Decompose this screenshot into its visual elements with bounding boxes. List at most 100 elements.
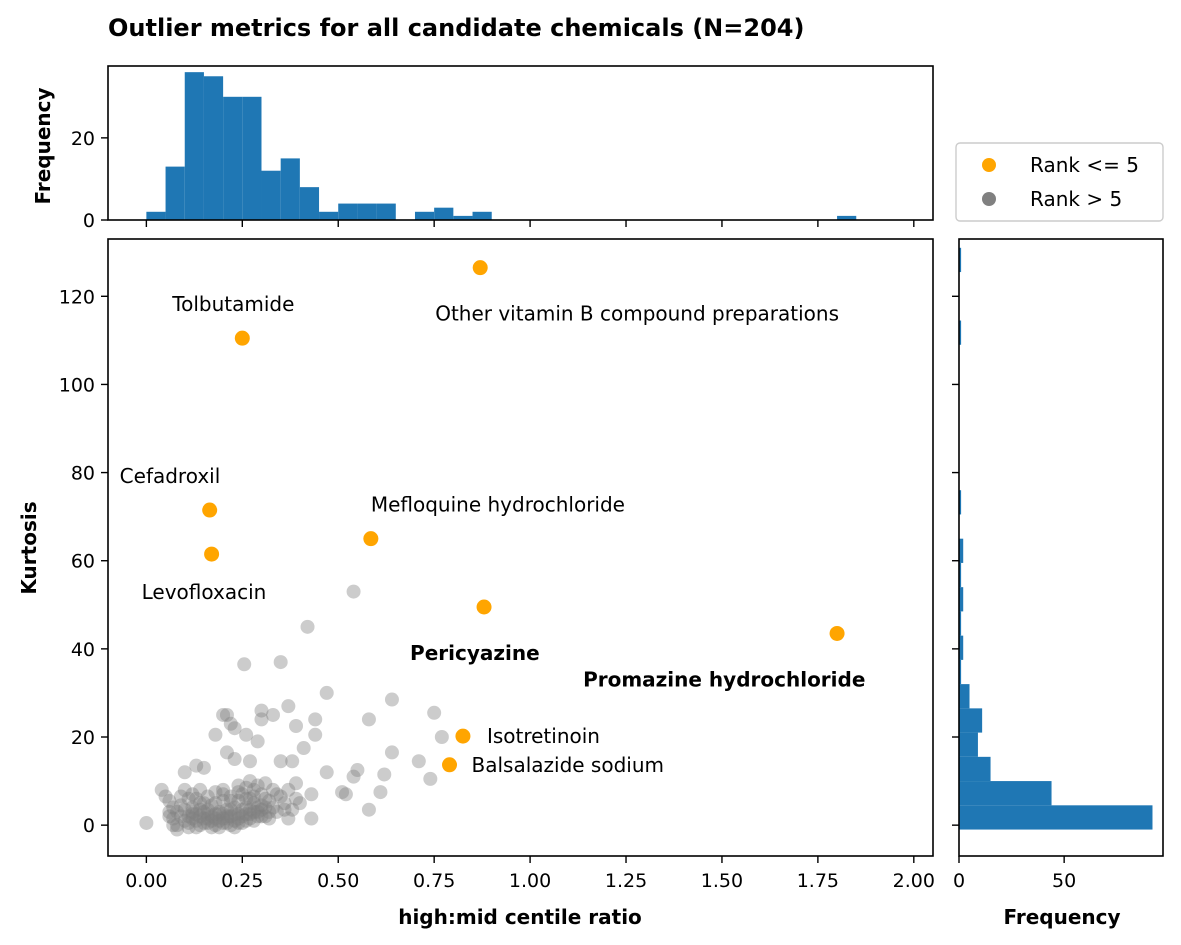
point-rank-rest (308, 712, 323, 727)
scatter-frame (107, 238, 934, 857)
point-rank-rest (216, 793, 231, 808)
top-histogram-bar (242, 96, 262, 220)
point-rank-rest (189, 813, 204, 828)
right-histogram-x-tick-label: 50 (1052, 870, 1076, 892)
right-histogram-bar (959, 805, 1153, 830)
top-histogram-bar (319, 211, 339, 220)
point-rank-rest (139, 815, 154, 830)
point-rank-rest (242, 774, 257, 789)
point-rank-rest (223, 793, 238, 808)
point-rank-rest (193, 796, 208, 811)
point-rank-rest (335, 785, 350, 800)
point-rank-rest (308, 727, 323, 742)
point-rank-rest (239, 813, 254, 828)
top-histogram-bar (203, 76, 224, 221)
x-tick-label: 1.50 (701, 870, 743, 892)
point-rank-rest (411, 754, 426, 769)
point-rank-rest (173, 809, 188, 824)
point-rank-rest (289, 791, 304, 806)
point-rank-rest (319, 765, 334, 780)
point-label: Pericyazine (410, 641, 540, 665)
point-rank-rest (258, 800, 273, 815)
point-rank-rest (216, 787, 231, 802)
point-rank-rest (246, 796, 261, 811)
y-axis-label: Kurtosis (17, 501, 41, 594)
point-rank-rest (250, 804, 265, 819)
point-rank-rest (235, 815, 250, 830)
point-rank-rest (231, 785, 246, 800)
point-label: Isotretinoin (487, 724, 600, 748)
point-rank-rest (242, 811, 257, 826)
point-rank-rest (242, 807, 257, 822)
right-histogram: 0 50 Frequency (952, 238, 1164, 929)
point-rank-rest (177, 802, 192, 817)
top-histogram-bar (184, 72, 204, 220)
point-rank-rest (181, 815, 196, 830)
point-rank-rest (212, 807, 227, 822)
point-rank-rest (196, 815, 211, 830)
point-rank-rest (281, 699, 296, 714)
point-rank-rest (423, 771, 438, 786)
point-rank-rest (158, 789, 173, 804)
point-rank-rest (246, 782, 261, 797)
point-rank-rest (181, 791, 196, 806)
point-rank-rest (250, 800, 265, 815)
point-rank-rest (193, 802, 208, 817)
point-rank-rest (231, 807, 246, 822)
point-rank-rest (166, 811, 181, 826)
point-rank-rest (246, 813, 261, 828)
point-rank-rest (258, 776, 273, 791)
point-rank-rest (250, 809, 265, 824)
point-rank-top (363, 531, 379, 547)
right-histogram-bar (959, 490, 962, 515)
point-rank-rest (208, 818, 223, 833)
point-rank-rest (319, 685, 334, 700)
point-rank-rest (250, 734, 265, 749)
right-histogram-bar (959, 247, 962, 273)
point-rank-top (202, 502, 218, 518)
scatter-annotations: Other vitamin B compound preparations Tol… (120, 292, 866, 777)
point-rank-rest (227, 807, 242, 822)
point-rank-rest (361, 802, 376, 817)
point-rank-rest (162, 793, 177, 808)
point-rank-rest (350, 763, 365, 778)
y-tick-label: 0 (83, 815, 95, 837)
point-rank-rest (246, 804, 261, 819)
point-rank-top (476, 599, 492, 615)
point-rank-rest (196, 811, 211, 826)
top-histogram-y-tick-label: 0 (83, 210, 95, 232)
point-rank-rest (235, 802, 250, 817)
point-rank-rest (173, 789, 188, 804)
point-rank-rest (219, 811, 234, 826)
point-rank-rest (231, 778, 246, 793)
point-rank-rest (193, 809, 208, 824)
right-histogram-bar (959, 659, 962, 685)
right-histogram-bar (959, 708, 983, 733)
point-rank-rest (377, 767, 392, 782)
point-rank-top (455, 728, 471, 744)
point-rank-rest (239, 727, 254, 742)
scatter-x-ticks: 0.00 0.25 0.50 0.75 1.00 1.25 1.50 1.75 2.00 (125, 856, 935, 892)
point-rank-rest (208, 727, 223, 742)
point-rank-rest (208, 796, 223, 811)
point-rank-rest (216, 782, 231, 797)
point-rank-rest (346, 769, 361, 784)
point-rank-rest (266, 800, 280, 815)
point-rank-rest (162, 809, 177, 824)
point-rank-rest (223, 789, 238, 804)
point-rank-rest (262, 793, 277, 808)
point-rank-rest (254, 712, 269, 727)
point-rank-rest (219, 707, 234, 722)
point-rank-rest (219, 745, 234, 760)
point-rank-rest (262, 811, 277, 826)
point-rank-rest (200, 807, 215, 822)
right-histogram-bar (959, 562, 962, 588)
point-rank-rest (200, 802, 215, 817)
top-histogram-frame (107, 65, 934, 221)
point-rank-rest (250, 778, 265, 793)
right-histogram-x-tick-label: 0 (953, 870, 965, 892)
legend-marker-rank-top (982, 158, 996, 172)
point-rank-rest (177, 782, 192, 797)
point-rank-rest (427, 705, 442, 720)
point-rank-rest (300, 619, 315, 634)
